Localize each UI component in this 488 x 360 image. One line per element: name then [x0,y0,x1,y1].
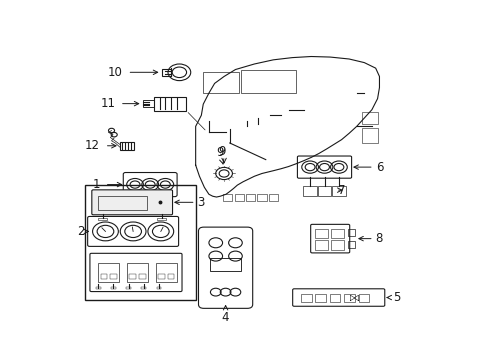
Bar [98,196,147,210]
Bar [101,274,107,279]
Text: 9: 9 [218,145,225,158]
Bar [84,185,196,300]
Bar [127,263,148,282]
Text: 6: 6 [375,161,383,174]
Text: 1: 1 [92,178,100,191]
Text: 5: 5 [392,291,399,304]
Bar [126,287,131,289]
Bar [96,287,101,289]
Text: 12: 12 [85,139,100,152]
Text: 11: 11 [100,97,115,110]
Bar [257,194,266,201]
Bar [315,240,327,249]
Bar [344,293,354,302]
Bar [329,293,340,302]
Bar [111,287,116,289]
Bar [317,186,331,195]
Text: 3: 3 [197,196,204,209]
Bar [110,274,117,279]
Bar [362,128,377,143]
Text: 4: 4 [222,311,229,324]
Bar [330,240,344,249]
Bar [98,263,119,282]
Bar [241,69,296,93]
Text: 8: 8 [375,232,382,245]
Text: 2: 2 [77,225,85,238]
Bar [315,293,325,302]
Text: 9: 9 [216,146,224,159]
Bar [362,112,377,123]
Bar [139,274,145,279]
Bar [157,217,166,220]
Text: 10: 10 [108,66,122,79]
Bar [358,293,368,302]
Bar [161,69,171,76]
Bar [347,242,354,248]
Bar [167,274,174,279]
Bar [303,186,316,195]
Bar [156,287,161,289]
Bar [154,97,186,111]
FancyBboxPatch shape [92,190,172,215]
Bar [268,194,277,201]
Text: 7: 7 [337,184,345,197]
Bar [234,194,244,201]
Bar [210,258,240,271]
Bar [347,229,354,236]
Bar [129,274,136,279]
Bar [331,186,345,195]
Bar [301,293,311,302]
Bar [120,142,134,150]
Bar [141,287,146,289]
Bar [315,229,327,238]
Bar [156,263,177,282]
Bar [223,194,232,201]
Bar [142,100,154,107]
Bar [203,72,239,93]
Bar [158,274,164,279]
Bar [98,217,107,220]
Bar [245,194,255,201]
Bar [330,229,344,238]
